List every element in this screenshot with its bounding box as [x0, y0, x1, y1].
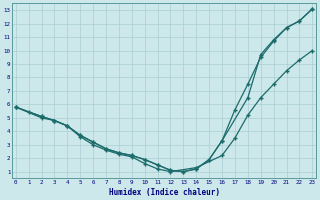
X-axis label: Humidex (Indice chaleur): Humidex (Indice chaleur)	[108, 188, 220, 197]
